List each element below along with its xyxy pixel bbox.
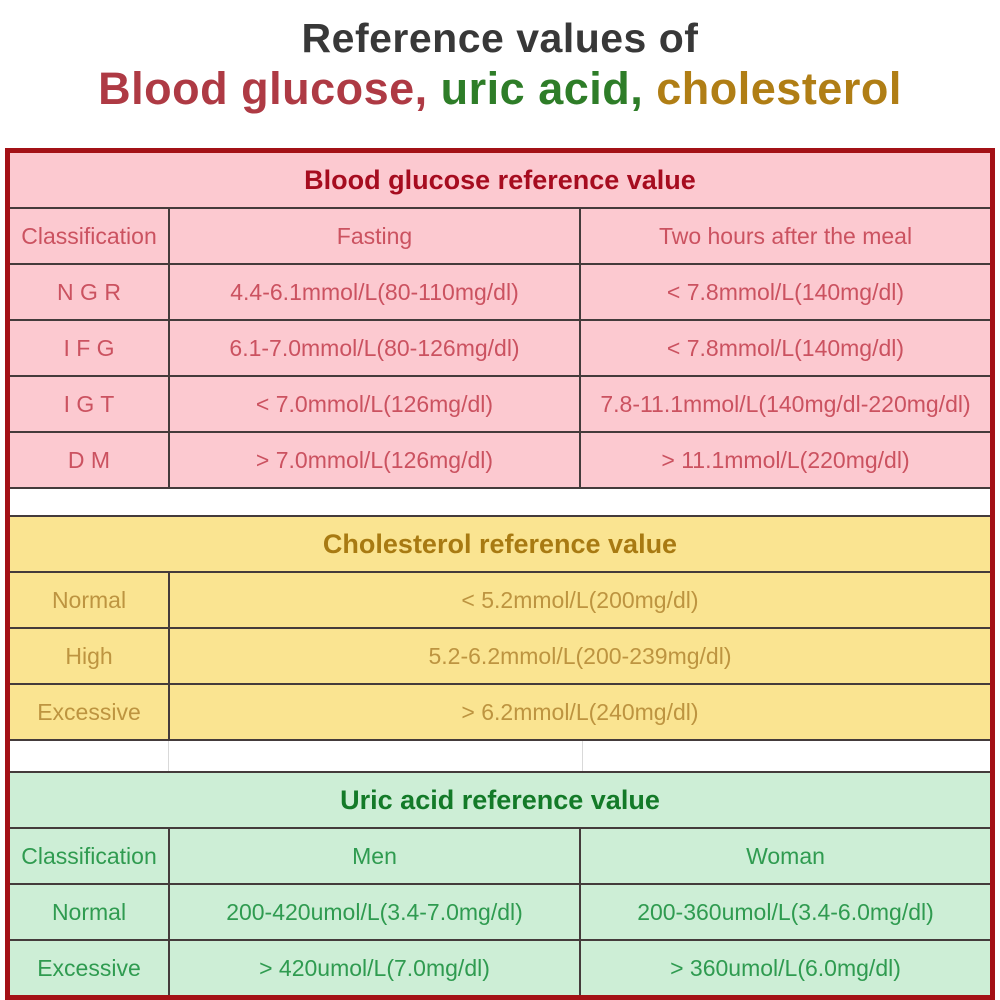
table-header-row: Classification Fasting Two hours after the…: [10, 207, 990, 263]
table-cell: Two hours after the meal: [579, 209, 990, 263]
section-blood-glucose: Blood glucose reference value Classificat…: [10, 153, 990, 487]
table-cell: D M: [67, 446, 111, 473]
table-cell: Excessive: [37, 698, 141, 725]
title-segment: cholesterol: [656, 63, 902, 115]
table-row: I F G 6.1-7.0mmol/L(80-126mg/dl) < 7.8mmol…: [10, 319, 990, 375]
table-cell: Normal: [51, 586, 127, 613]
table-cell: Men: [168, 829, 579, 883]
table-row: Excessive > 6.2mmol/L(240mg/dl): [10, 683, 990, 739]
table-cell: 7.8-11.1mmol/L(140mg/dl-220mg/dl): [579, 377, 990, 431]
table-cell: < 7.0mmol/L(126mg/dl): [168, 377, 579, 431]
table-cell: > 7.0mmol/L(126mg/dl): [168, 433, 579, 487]
section-uric-acid: Uric acid reference value Classification M…: [10, 773, 990, 995]
uric-acid-table-title: Uric acid reference value: [340, 784, 660, 815]
table-cell: High: [65, 642, 113, 669]
table-cell: < 7.8mmol/L(140mg/dl): [579, 265, 990, 319]
table-cell: I F G: [63, 334, 115, 361]
section-cholesterol: Cholesterol reference value Normal < 5.2mm…: [10, 517, 990, 739]
table-row: D M > 7.0mmol/L(126mg/dl) > 11.1mmol/L(220…: [10, 431, 990, 487]
title-line-2: Blood glucose, uric acid, cholesterol: [0, 62, 1000, 115]
table-cell: Normal: [51, 898, 127, 925]
cholesterol-table-title: Cholesterol reference value: [322, 528, 678, 559]
table-cell: 6.1-7.0mmol/L(80-126mg/dl): [168, 321, 579, 375]
table-cell: < 5.2mmol/L(200mg/dl): [168, 573, 990, 627]
table-cell: < 7.8mmol/L(140mg/dl): [579, 321, 990, 375]
table-gap-1: [10, 487, 990, 517]
table-cell: Woman: [579, 829, 990, 883]
table-cell: 5.2-6.2mmol/L(200-239mg/dl): [168, 629, 990, 683]
title-segment: uric acid,: [440, 63, 657, 115]
table-row: High 5.2-6.2mmol/L(200-239mg/dl): [10, 627, 990, 683]
table-cell: > 6.2mmol/L(240mg/dl): [168, 685, 990, 739]
page-title: Reference values of Blood glucose, uric …: [0, 14, 1000, 115]
table-cell: > 420umol/L(7.0mg/dl): [168, 941, 579, 995]
title-segment: Blood glucose,: [98, 63, 441, 115]
table-row: Normal < 5.2mmol/L(200mg/dl): [10, 571, 990, 627]
table-cell: Classification: [21, 222, 157, 249]
table-cell: > 11.1mmol/L(220mg/dl): [579, 433, 990, 487]
table-row: I G T < 7.0mmol/L(126mg/dl) 7.8-11.1mmol/L…: [10, 375, 990, 431]
blood-glucose-table-title: Blood glucose reference value: [304, 164, 696, 195]
table-cell: 200-420umol/L(3.4-7.0mg/dl): [168, 885, 579, 939]
table-gap-2: [10, 739, 990, 773]
table-cell: 200-360umol/L(3.4-6.0mg/dl): [579, 885, 990, 939]
table-cell: Classification: [21, 842, 157, 869]
table-cell: Excessive: [37, 954, 141, 981]
table-header-row: Classification Men Woman: [10, 827, 990, 883]
table-cell: 4.4-6.1mmol/L(80-110mg/dl): [168, 265, 579, 319]
table-cell: Fasting: [168, 209, 579, 263]
title-line-1: Reference values of: [301, 15, 699, 61]
table-row: Normal 200-420umol/L(3.4-7.0mg/dl) 200-360…: [10, 883, 990, 939]
table-row: N G R 4.4-6.1mmol/L(80-110mg/dl) < 7.8mmol…: [10, 263, 990, 319]
reference-tables-frame: Blood glucose reference value Classificat…: [5, 148, 995, 1000]
table-cell: > 360umol/L(6.0mg/dl): [579, 941, 990, 995]
table-row: Excessive > 420umol/L(7.0mg/dl) > 360umol/…: [10, 939, 990, 995]
table-cell: N G R: [57, 278, 121, 305]
table-cell: I G T: [63, 390, 115, 417]
